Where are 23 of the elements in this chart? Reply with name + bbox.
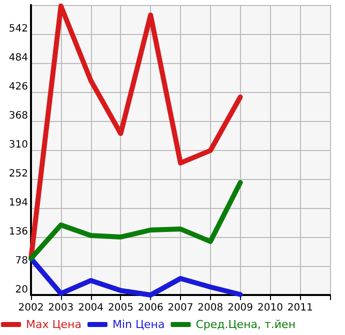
x-tick-label: 2007 xyxy=(168,302,194,314)
y-tick-label: 78 xyxy=(15,256,28,266)
y-tick-label: 194 xyxy=(8,198,28,208)
y-tick-label: 20 xyxy=(15,284,28,296)
x-tick-label: 2004 xyxy=(78,302,104,314)
x-tick-label: 2011 xyxy=(287,302,313,314)
legend-label: Min Цена xyxy=(112,318,165,331)
x-tick-label: 2009 xyxy=(228,302,254,314)
y-tick-label: 542 xyxy=(8,24,28,34)
y-tick-label: 426 xyxy=(8,82,28,92)
legend-label: Сред.Цена, т.йен xyxy=(196,318,296,331)
y-tick-label: 368 xyxy=(8,110,28,122)
y-tick-label: 484 xyxy=(8,52,28,64)
x-tick-label: 2003 xyxy=(48,302,74,314)
y-tick-label: 310 xyxy=(8,140,28,150)
y-tick-label: 136 xyxy=(8,226,28,238)
legend-label: Max Цена xyxy=(26,318,82,331)
x-tick-label: 2002 xyxy=(18,302,44,314)
x-tick-label: 2005 xyxy=(108,302,134,314)
x-tick-label: 2010 xyxy=(257,302,283,314)
x-tick-label: 2008 xyxy=(198,302,224,314)
y-tick-label: 252 xyxy=(8,168,28,180)
x-tick-label: 2006 xyxy=(138,302,164,314)
